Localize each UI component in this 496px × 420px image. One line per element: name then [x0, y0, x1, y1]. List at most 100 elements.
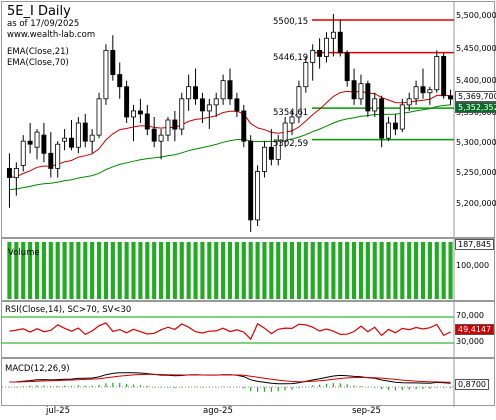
candle-body — [69, 137, 74, 148]
volume-bar — [448, 242, 453, 299]
candle-body — [158, 134, 164, 142]
candle-body — [420, 86, 426, 94]
volume-bar — [379, 242, 384, 299]
candle-body — [199, 98, 205, 112]
candle-body — [220, 80, 226, 100]
volume-bar — [386, 242, 391, 299]
candle-body — [75, 122, 81, 148]
candle-body — [172, 119, 178, 130]
ema70-line — [9, 104, 451, 191]
macd-chart — [2, 359, 455, 407]
candle-body — [344, 52, 350, 82]
candle-body — [434, 56, 440, 91]
volume-bar — [227, 242, 233, 299]
level-label-resistance: 5446,19 — [273, 53, 309, 63]
candle-body — [137, 110, 143, 115]
candle-body — [261, 146, 267, 172]
candle-body — [234, 98, 240, 112]
macd-hist-bar — [174, 387, 176, 389]
last-close-tag: 5,369,700 — [455, 91, 496, 102]
candle-body — [82, 122, 88, 142]
candle-body — [427, 89, 433, 94]
ema21-line — [9, 90, 451, 178]
macd-hist-bar — [443, 387, 445, 388]
macd-hist-bar — [222, 386, 224, 388]
macd-signal-line — [9, 373, 451, 383]
volume-panel: Volume 100,000 187,845 — [1, 238, 495, 302]
macd-hist-bar — [298, 387, 300, 389]
volume-bar — [283, 242, 288, 299]
rsi-tick: 30,000 — [456, 337, 484, 346]
volume-bar — [28, 242, 33, 299]
macd-hist-bar — [449, 387, 452, 389]
candle-body — [310, 49, 316, 63]
volume-bar — [55, 242, 60, 299]
volume-bar — [407, 242, 412, 299]
macd-hist-bar — [284, 387, 286, 391]
candle-body — [193, 86, 199, 100]
volume-bar — [90, 242, 95, 299]
candle-body — [103, 49, 109, 100]
candle-body — [365, 83, 371, 112]
volume-bar — [41, 242, 46, 299]
volume-bar — [62, 242, 67, 299]
macd-hist-bar — [43, 385, 45, 387]
volume-bar — [331, 242, 336, 299]
macd-panel: MACD(12,26,9) 0,8700 — [1, 358, 495, 407]
ema70-label: EMA(Close,70) — [7, 58, 69, 68]
volume-bar — [152, 242, 157, 299]
candle-body — [330, 31, 336, 39]
macd-hist-bar — [429, 387, 431, 389]
volume-bar — [317, 242, 322, 299]
macd-hist-bar — [229, 386, 231, 388]
candle-body — [48, 152, 54, 169]
price-chart — [6, 2, 455, 239]
macd-hist-bar — [353, 385, 355, 387]
macd-hist-bar — [153, 387, 155, 388]
volume-bar — [441, 242, 446, 299]
candle-body — [206, 104, 212, 112]
macd-hist-bar — [29, 385, 31, 387]
macd-hist-bar — [319, 384, 321, 387]
volume-bar — [269, 242, 274, 299]
macd-hist-bar — [146, 386, 148, 387]
candle-body — [379, 98, 385, 139]
macd-hist-bar — [15, 386, 17, 388]
macd-hist-bar — [346, 384, 348, 387]
candle-body — [89, 134, 95, 142]
macd-hist-bar — [408, 387, 410, 390]
macd-hist-bar — [91, 385, 93, 387]
volume-bar — [172, 242, 177, 299]
macd-hist-bar — [270, 387, 272, 392]
volume-chart — [7, 239, 455, 302]
volume-bar — [186, 242, 191, 299]
volume-bar — [351, 242, 357, 299]
macd-hist-bar — [50, 386, 52, 387]
macd-hist-bar — [339, 383, 341, 387]
candle-body — [27, 140, 33, 145]
macd-hist-bar — [139, 385, 141, 387]
x-axis-label-ago: ago-25 — [203, 406, 233, 416]
candle-body — [165, 119, 171, 136]
macd-hist-bar — [236, 387, 238, 388]
x-axis-label-jul: jul-25 — [46, 406, 70, 416]
volume-bar — [303, 242, 308, 299]
volume-bar — [214, 242, 219, 299]
chart-title: 5E_I Daily — [7, 4, 71, 19]
candle-body — [413, 86, 419, 100]
candle-body — [186, 86, 192, 100]
macd-hist-bar — [394, 387, 397, 391]
volume-bar — [179, 242, 184, 299]
macd-hist-bar — [84, 385, 86, 387]
macd-hist-bar — [387, 387, 390, 390]
volume-bar — [262, 242, 267, 299]
volume-bar — [234, 242, 239, 299]
candle-body — [337, 31, 343, 54]
macd-hist-bar — [63, 385, 66, 387]
macd-hist-bar — [77, 385, 79, 387]
macd-hist-bar — [70, 385, 73, 387]
site-link[interactable]: www.wealth-lab.com — [7, 30, 96, 40]
macd-hist-bar — [401, 387, 403, 391]
candle-body — [248, 140, 254, 221]
x-axis-label-sep: sep-25 — [352, 406, 381, 416]
